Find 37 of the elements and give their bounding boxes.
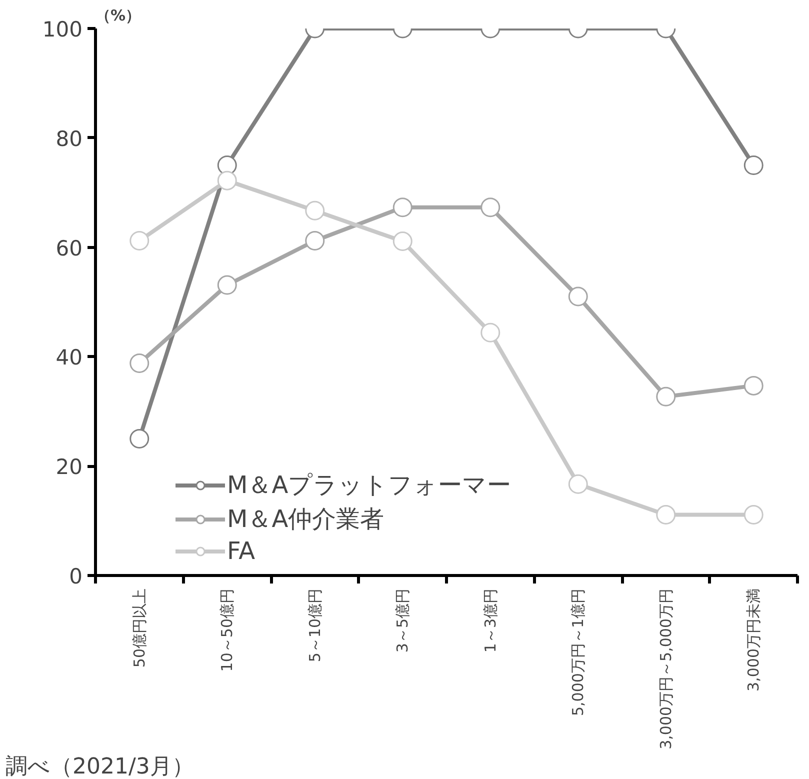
y-tick-label: 100 — [42, 18, 83, 42]
point — [392, 198, 412, 218]
legend-label: FA — [227, 537, 256, 565]
point — [480, 198, 500, 218]
y-tick-label: 0 — [69, 564, 83, 588]
point — [568, 474, 588, 494]
point — [217, 275, 237, 295]
point — [305, 231, 325, 250]
point — [744, 156, 764, 175]
text: 調べ（2021/3月） — [6, 754, 194, 779]
legend-label: M＆A仲介業者 — [227, 504, 384, 535]
point — [217, 170, 237, 190]
point — [656, 386, 676, 406]
point — [130, 231, 150, 250]
point — [568, 286, 588, 306]
point — [130, 429, 150, 448]
point — [480, 322, 500, 342]
y-tick-label: 40 — [56, 346, 83, 370]
point — [744, 505, 764, 525]
y-axis-title: （%） — [96, 6, 141, 24]
point — [130, 354, 150, 373]
x-tick-label: 5～10億円 — [306, 588, 324, 662]
x-tick-label: 3～5億円 — [394, 588, 412, 653]
y-tick-label: 60 — [56, 236, 83, 260]
x-tick-label: 3,000万円～5,000万円 — [656, 588, 675, 750]
x-tick-label: 5,000万円～1億円 — [569, 588, 588, 716]
x-tick-label: 1～3億円 — [481, 588, 500, 653]
point — [305, 200, 325, 220]
point — [744, 376, 764, 396]
y-tick-label: 20 — [56, 455, 83, 480]
x-tick-label: 50億円以上 — [130, 588, 148, 668]
x-tick-label: 10～50億円 — [218, 588, 236, 672]
y-tick-label: 80 — [56, 126, 83, 151]
x-tick-label: 3,000万円未満 — [744, 588, 763, 692]
point — [392, 232, 412, 252]
legend-label: M＆Aプラットフォーマー — [227, 470, 512, 501]
point — [656, 505, 676, 525]
